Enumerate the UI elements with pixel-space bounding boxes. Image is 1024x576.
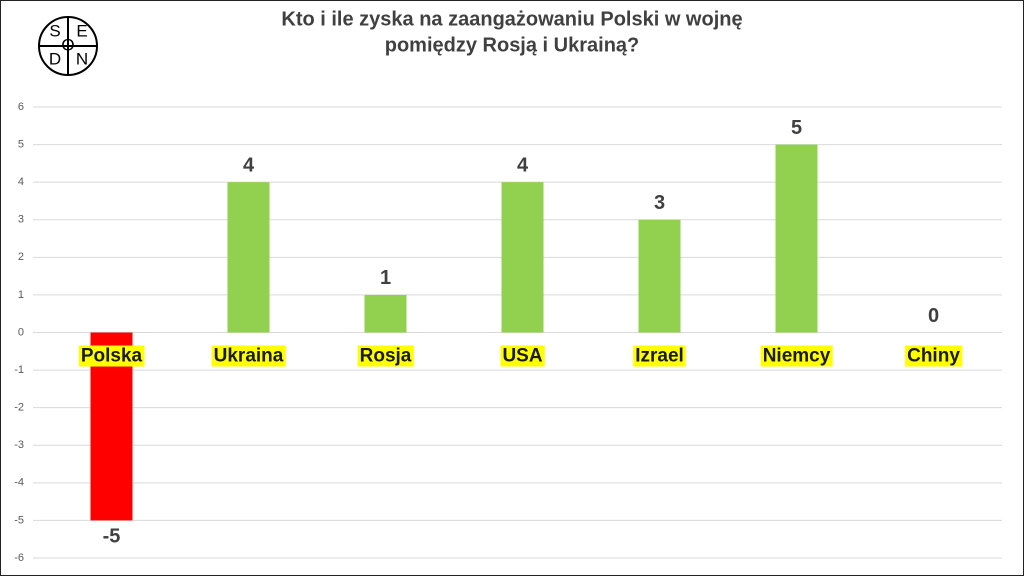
y-tick-label: 0 <box>18 326 24 338</box>
category-highlight <box>78 345 145 367</box>
logo-letter: N <box>76 49 88 68</box>
x-tick-label: USA <box>502 346 542 367</box>
bar <box>501 182 544 333</box>
value-label: 0 <box>928 305 939 327</box>
category-highlight <box>760 345 833 367</box>
bar <box>227 182 270 333</box>
logo-letter: E <box>76 21 87 40</box>
category-highlight <box>357 345 414 367</box>
y-tick-label: 5 <box>18 138 24 150</box>
x-tick-label: Chiny <box>907 346 960 367</box>
y-tick-label: 6 <box>18 101 24 113</box>
value-label: 1 <box>380 267 391 289</box>
logo-letter: S <box>49 21 60 40</box>
y-tick-label: -1 <box>14 364 24 376</box>
x-tick-label: Niemcy <box>763 346 831 367</box>
y-tick-label: -4 <box>14 477 24 489</box>
logo: S E O D N <box>38 16 98 76</box>
x-tick-label: Ukraina <box>214 346 284 367</box>
value-label: 4 <box>517 154 529 176</box>
y-tick-label: -6 <box>14 552 24 564</box>
bar <box>775 144 818 333</box>
value-label: -5 <box>103 526 121 548</box>
value-label: 5 <box>791 117 802 139</box>
value-label: 3 <box>654 192 665 214</box>
y-tick-label: 2 <box>18 251 24 263</box>
y-tick-label: -2 <box>14 402 24 414</box>
logo-letter: D <box>49 49 61 68</box>
category-highlight <box>905 345 963 367</box>
category-highlight <box>500 345 545 367</box>
category-highlight <box>633 345 686 367</box>
y-tick-label: 4 <box>18 176 24 188</box>
x-tick-label: Polska <box>81 346 143 367</box>
logo-letter: O <box>61 35 74 54</box>
x-tick-label: Rosja <box>360 346 412 367</box>
y-tick-label: -3 <box>14 439 24 451</box>
bar <box>364 294 407 333</box>
y-tick-label: 1 <box>18 289 24 301</box>
y-tick-label: 3 <box>18 214 24 226</box>
chart-title: Kto i ile zyska na zaangażowaniu Polski … <box>281 8 742 30</box>
x-tick-label: Izrael <box>635 346 684 367</box>
chart-title: pomiędzy Rosją i Ukrainą? <box>385 34 640 56</box>
value-label: 4 <box>243 154 255 176</box>
bar <box>638 219 681 333</box>
y-tick-label: -5 <box>14 514 24 526</box>
category-highlight <box>211 345 286 367</box>
